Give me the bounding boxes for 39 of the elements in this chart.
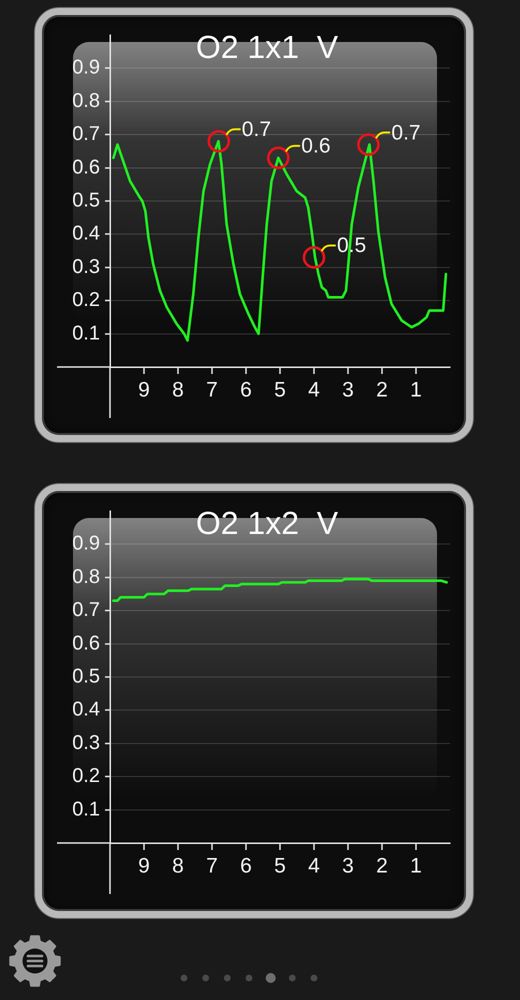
x-tick-label: 7 [206, 378, 218, 402]
y-tick-label: 0.7 [72, 123, 100, 146]
x-tick-label: 6 [240, 378, 252, 402]
y-tick-label: 0.8 [72, 566, 100, 588]
x-tick-label: 4 [308, 378, 320, 402]
y-tick-label: 0.3 [72, 732, 100, 754]
x-tick-label: 2 [376, 378, 388, 402]
annotation: 0.7 [391, 121, 421, 144]
x-tick-label: 8 [172, 854, 184, 878]
y-tick-label: 0.6 [72, 156, 100, 178]
x-tick-label: 9 [138, 378, 150, 402]
x-tick-label: 5 [274, 854, 286, 878]
x-tick-label: 6 [240, 854, 252, 878]
y-tick-label: 0.9 [72, 532, 100, 555]
y-tick-label: 0.8 [72, 90, 100, 112]
annotation: 0.7 [242, 118, 272, 142]
x-tick-label: 7 [206, 854, 218, 878]
x-tick-label: 1 [410, 854, 422, 878]
y-tick-label: 0.4 [72, 222, 100, 245]
y-tick-label: 0.7 [72, 599, 100, 622]
y-tick-label: 0.2 [72, 289, 100, 312]
y-tick-label: 0.1 [72, 322, 100, 344]
x-tick-label: 1 [410, 378, 422, 402]
x-tick-label: 2 [376, 854, 388, 878]
y-tick-label: 0.5 [72, 666, 100, 688]
y-tick-label: 0.3 [72, 256, 100, 278]
x-tick-label: 5 [274, 378, 286, 402]
x-tick-label: 8 [172, 378, 184, 402]
y-tick-label: 0.9 [72, 56, 100, 79]
x-tick-label: 4 [308, 854, 320, 878]
annotation: 0.6 [301, 134, 331, 158]
x-tick-label: 3 [342, 854, 354, 878]
y-tick-label: 0.6 [72, 632, 100, 654]
y-tick-label: 0.4 [72, 698, 100, 721]
y-tick-label: 0.1 [72, 798, 100, 820]
x-tick-label: 3 [342, 378, 354, 402]
x-tick-label: 9 [138, 854, 150, 878]
y-tick-label: 0.5 [72, 190, 100, 212]
y-tick-label: 0.2 [72, 765, 100, 788]
